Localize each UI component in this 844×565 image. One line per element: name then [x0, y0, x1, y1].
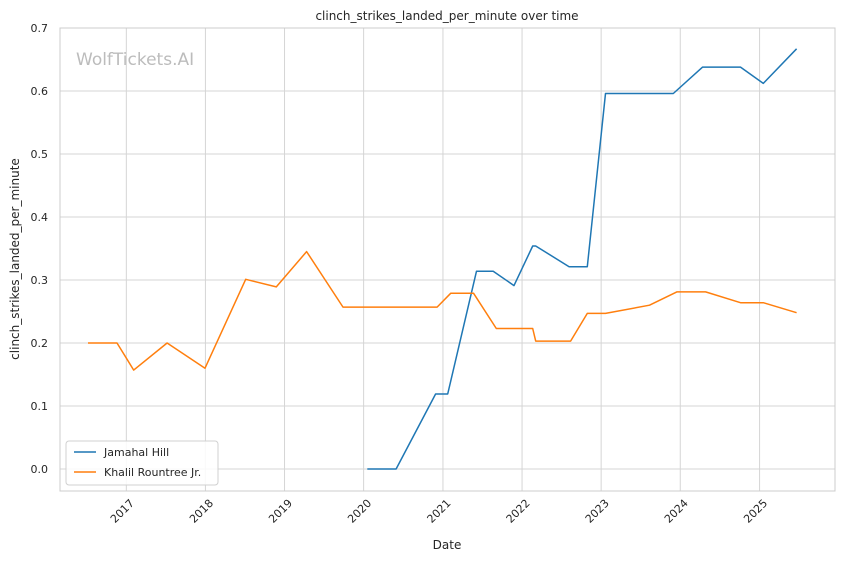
- watermark-text: WolfTickets.AI: [76, 50, 194, 70]
- x-tick-label: 2017: [108, 497, 137, 526]
- x-tick-label: 2021: [425, 497, 454, 526]
- x-tick-label: 2024: [662, 497, 691, 526]
- chart-title: clinch_strikes_landed_per_minute over ti…: [315, 9, 578, 23]
- x-tick-label: 2018: [187, 497, 216, 526]
- legend-label-khalil-rountree-jr: Khalil Rountree Jr.: [104, 466, 201, 479]
- series-line-khalil-rountree-jr: [88, 252, 797, 371]
- x-tick-label: 2019: [266, 497, 295, 526]
- legend: Jamahal Hill Khalil Rountree Jr.: [66, 441, 218, 485]
- grid: [60, 28, 835, 491]
- x-tick-label: 2022: [504, 497, 533, 526]
- y-axis-label: clinch_strikes_landed_per_minute: [8, 158, 22, 360]
- y-tick-label: 0.4: [31, 211, 49, 224]
- plot-frame: [60, 28, 835, 491]
- y-tick-label: 0.0: [31, 463, 49, 476]
- x-tick-label: 2025: [741, 497, 770, 526]
- y-tick-label: 0.3: [31, 274, 49, 287]
- legend-label-jamahal-hill: Jamahal Hill: [103, 446, 169, 459]
- y-tick-label: 0.5: [31, 148, 49, 161]
- x-tick-label: 2023: [583, 497, 612, 526]
- x-tick-label: 2020: [345, 497, 374, 526]
- y-tick-label: 0.7: [31, 22, 49, 35]
- y-tick-label: 0.6: [31, 85, 49, 98]
- y-tick-label: 0.1: [31, 400, 49, 413]
- x-axis-label: Date: [433, 538, 462, 552]
- y-tick-label: 0.2: [31, 337, 49, 350]
